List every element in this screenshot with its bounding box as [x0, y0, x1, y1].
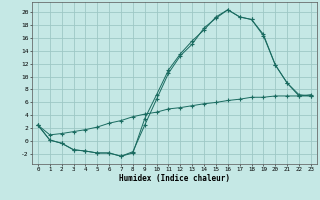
X-axis label: Humidex (Indice chaleur): Humidex (Indice chaleur) [119, 174, 230, 183]
